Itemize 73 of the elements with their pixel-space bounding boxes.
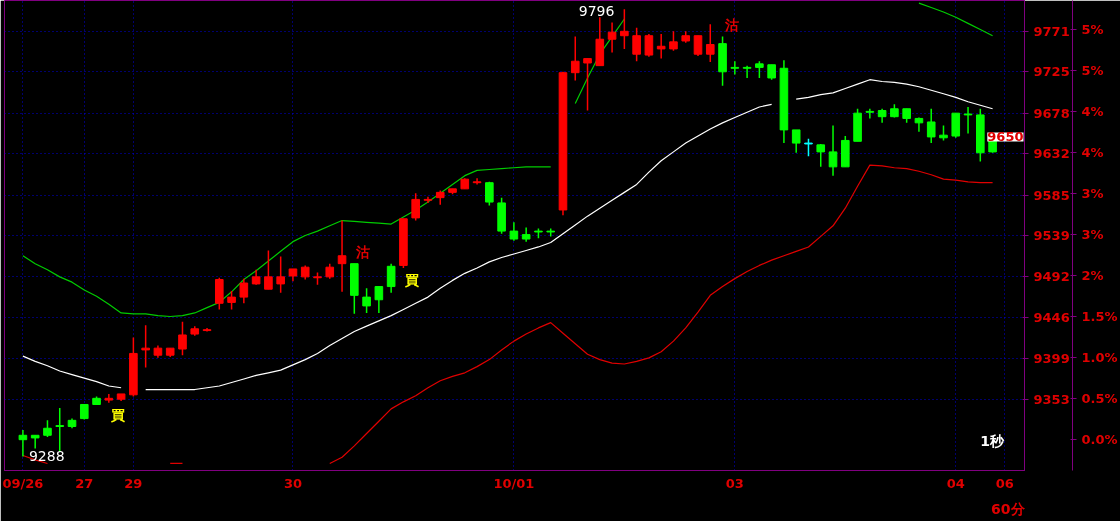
- candlestick: [337, 219, 347, 293]
- annotation: 9650: [987, 129, 1024, 145]
- candlestick: [227, 290, 236, 311]
- y-tick-label: 9632: [1033, 146, 1070, 162]
- candlestick: [828, 124, 838, 177]
- candlestick: [656, 33, 666, 60]
- annotation: 9796: [578, 3, 615, 20]
- y-tick-label: 9353: [1033, 391, 1070, 407]
- candlestick: [865, 108, 875, 120]
- candlestick: [742, 64, 752, 79]
- candlestick: [791, 129, 801, 154]
- annotation: 沽: [723, 16, 739, 33]
- y-tick-label: 9399: [1033, 351, 1070, 367]
- text: 60分: [991, 500, 1026, 517]
- annotation: 買: [404, 272, 420, 289]
- y-tick-label: 9771: [1033, 23, 1070, 39]
- y-tick-label: 9678: [1033, 105, 1070, 121]
- candlestick: [141, 324, 150, 369]
- y2-tick-label: 4%: [1081, 104, 1104, 120]
- candlestick: [951, 112, 961, 139]
- candlestick: [620, 8, 629, 50]
- y-tick-label: 9539: [1033, 228, 1070, 243]
- candlestick: [730, 60, 740, 76]
- candlestick: [362, 287, 371, 314]
- candlestick: [583, 57, 592, 112]
- candlestick: [963, 106, 973, 135]
- candlestick: [705, 23, 715, 63]
- candlestick: [374, 285, 384, 314]
- candlestick: [264, 249, 273, 290]
- y2-tick-label: 5%: [1081, 22, 1104, 38]
- y2-tick-label: 5%: [1081, 63, 1104, 79]
- candlestick: [644, 33, 654, 58]
- x-tick-label: 04: [946, 475, 965, 491]
- y2-tick-label: 2%: [1081, 268, 1104, 284]
- annotation: 買: [109, 406, 125, 423]
- candlestick: [386, 262, 396, 294]
- y-tick-label: 9492: [1033, 269, 1070, 285]
- candlestick: [669, 30, 678, 52]
- x-tick-label: 03: [725, 475, 744, 491]
- y2-tick-label: 1.0%: [1081, 350, 1118, 365]
- candlestick: [570, 35, 580, 82]
- annotation: 1秒: [980, 432, 1006, 449]
- candlestick: [509, 221, 519, 242]
- y-tick-label: 9585: [1033, 187, 1070, 203]
- candlestick: [30, 434, 40, 450]
- candlestick: [632, 27, 641, 62]
- annotation: 9288: [28, 448, 65, 465]
- candlestick: [239, 277, 249, 305]
- candlestick: [55, 407, 65, 453]
- y2-tick-label: 1.5%: [1081, 309, 1118, 325]
- y2-tick-label: 4%: [1081, 145, 1104, 161]
- y2-tick-label: 3%: [1081, 227, 1104, 243]
- y-tick-label: 9725: [1033, 64, 1070, 80]
- candlestick: [215, 277, 224, 311]
- x-tick-label: 27: [75, 475, 94, 491]
- candlestick: [926, 108, 936, 144]
- candlestick: [411, 192, 420, 222]
- candlestick: [18, 429, 28, 458]
- candlestick: [693, 34, 703, 57]
- y-tick-label: 9446: [1033, 309, 1070, 325]
- x-tick-label: 30: [283, 475, 302, 491]
- x-tick-label: 09/26: [2, 475, 44, 491]
- candlestick: [178, 321, 187, 356]
- candlestick: [104, 393, 114, 404]
- x-tick-label: 10/01: [493, 475, 535, 491]
- candlestick: [276, 255, 285, 294]
- y2-tick-label: 0.5%: [1081, 390, 1118, 406]
- x-tick-label: 29: [124, 475, 143, 491]
- candlestick: [607, 21, 617, 54]
- y2-tick-label: 3%: [1081, 186, 1104, 202]
- y2-tick-label: 0.0%: [1081, 431, 1118, 447]
- annotation: 沽: [355, 243, 371, 260]
- x-tick-label: 06: [995, 475, 1014, 491]
